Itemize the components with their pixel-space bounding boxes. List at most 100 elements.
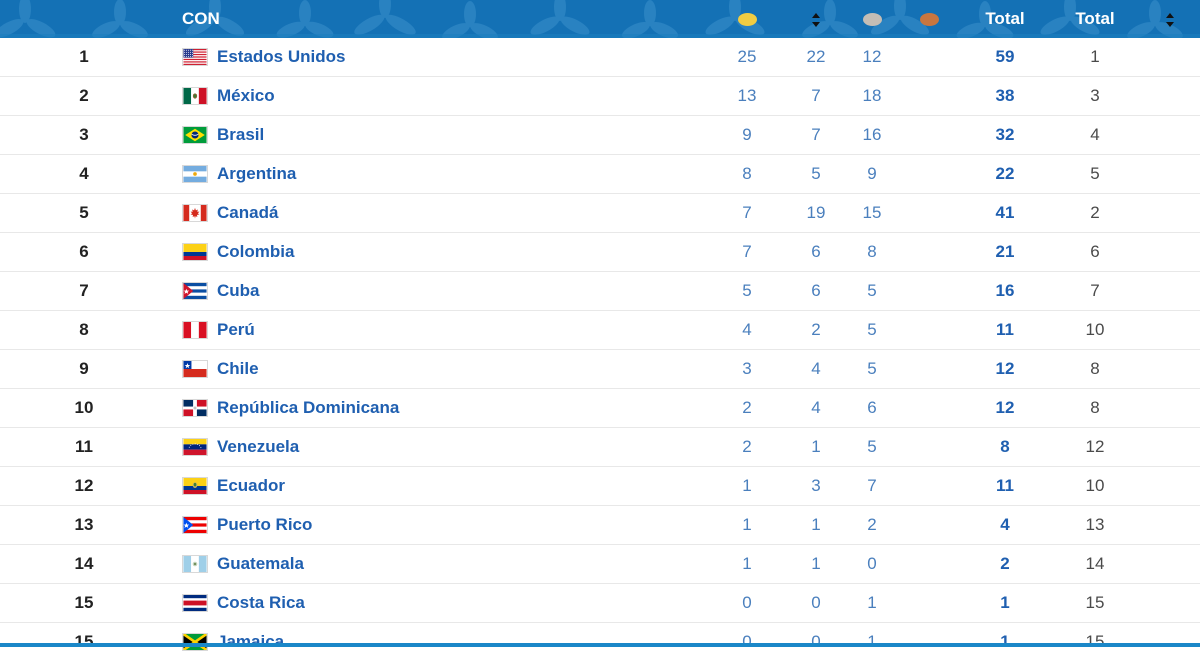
cell-spacer (898, 623, 960, 661)
cell-bronze: 6 (846, 389, 898, 428)
medal-table-container: Posición CON Total (0, 0, 1200, 647)
cell-spacer-2 (1140, 584, 1200, 623)
cell-total-rank: 3 (1050, 77, 1140, 116)
column-header-total[interactable]: Total (960, 0, 1050, 38)
cell-total-rank: 13 (1050, 506, 1140, 545)
cell-bronze: 1 (846, 584, 898, 623)
cell-gold: 7 (708, 194, 786, 233)
cell-spacer (898, 38, 960, 77)
cell-total: 38 (960, 77, 1050, 116)
cell-gold: 2 (708, 389, 786, 428)
cell-silver: 7 (786, 116, 846, 155)
flag-icon-pe (182, 321, 208, 339)
cell-country[interactable]: Ecuador (168, 467, 708, 506)
column-header-sort-total[interactable] (1140, 0, 1200, 38)
cell-silver: 1 (786, 506, 846, 545)
cell-total-rank: 14 (1050, 545, 1140, 584)
cell-silver: 19 (786, 194, 846, 233)
cell-total: 32 (960, 116, 1050, 155)
flag-icon-ve (182, 438, 208, 456)
cell-country[interactable]: República Dominicana (168, 389, 708, 428)
flag-icon-cu (182, 282, 208, 300)
column-header-silver[interactable] (846, 0, 898, 38)
column-header-position-label: Posición (49, 9, 120, 28)
cell-spacer-2 (1140, 428, 1200, 467)
cell-country[interactable]: Cuba (168, 272, 708, 311)
column-header-total-rank[interactable]: Total (1050, 0, 1140, 38)
cell-country[interactable]: Venezuela (168, 428, 708, 467)
cell-country[interactable]: Estados Unidos (168, 38, 708, 77)
column-header-bronze[interactable] (898, 0, 960, 38)
column-header-position[interactable]: Posición (0, 0, 168, 38)
column-header-gold[interactable] (708, 0, 786, 38)
cell-gold: 25 (708, 38, 786, 77)
cell-spacer (898, 311, 960, 350)
country-name: Venezuela (217, 437, 299, 457)
country-name: Chile (217, 359, 259, 379)
flag-icon-cr (182, 594, 208, 612)
table-bottom-rule (0, 643, 1200, 647)
cell-spacer-2 (1140, 623, 1200, 661)
sort-icon[interactable] (1166, 13, 1175, 27)
cell-country[interactable]: Colombia (168, 233, 708, 272)
sort-icon[interactable] (812, 13, 821, 27)
cell-total: 1 (960, 623, 1050, 661)
cell-country[interactable]: Guatemala (168, 545, 708, 584)
flag-icon-co (182, 243, 208, 261)
cell-spacer (898, 116, 960, 155)
flag-icon-jm (182, 633, 208, 651)
cell-country[interactable]: Puerto Rico (168, 506, 708, 545)
cell-silver: 1 (786, 545, 846, 584)
cell-bronze: 9 (846, 155, 898, 194)
cell-silver: 4 (786, 389, 846, 428)
cell-country[interactable]: Costa Rica (168, 584, 708, 623)
column-header-sort-medals[interactable] (786, 0, 846, 38)
cell-spacer-2 (1140, 545, 1200, 584)
cell-country[interactable]: Jamaica (168, 623, 708, 661)
cell-country[interactable]: Chile (168, 350, 708, 389)
cell-country[interactable]: Perú (168, 311, 708, 350)
column-header-noc[interactable]: CON (168, 0, 708, 38)
cell-spacer-2 (1140, 467, 1200, 506)
cell-spacer-2 (1140, 311, 1200, 350)
cell-silver: 0 (786, 584, 846, 623)
cell-silver: 0 (786, 623, 846, 661)
cell-bronze: 18 (846, 77, 898, 116)
cell-total: 1 (960, 584, 1050, 623)
column-header-total-label: Total (985, 9, 1024, 28)
cell-spacer (898, 467, 960, 506)
cell-gold: 1 (708, 467, 786, 506)
cell-gold: 1 (708, 506, 786, 545)
cell-silver: 5 (786, 155, 846, 194)
cell-gold: 2 (708, 428, 786, 467)
cell-spacer-2 (1140, 116, 1200, 155)
cell-country[interactable]: México (168, 77, 708, 116)
cell-spacer (898, 155, 960, 194)
cell-country[interactable]: Brasil (168, 116, 708, 155)
cell-silver: 1 (786, 428, 846, 467)
cell-country[interactable]: Argentina (168, 155, 708, 194)
cell-country[interactable]: Canadá (168, 194, 708, 233)
flag-icon-mx (182, 87, 208, 105)
country-name: México (217, 86, 275, 106)
cell-spacer-2 (1140, 77, 1200, 116)
cell-spacer-2 (1140, 350, 1200, 389)
country-name: Canadá (217, 203, 278, 223)
